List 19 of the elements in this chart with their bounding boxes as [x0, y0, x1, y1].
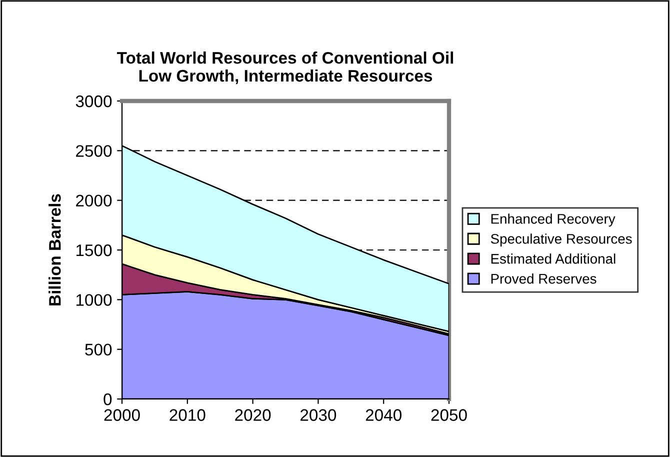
x-tick-label: 2030 — [300, 409, 336, 421]
y-tick-label: 2000 — [76, 194, 112, 207]
legend-label: Proved Reserves — [491, 274, 596, 284]
x-tick-label: 2050 — [431, 409, 467, 421]
x-tick-label: 2000 — [104, 409, 140, 421]
x-tick-label: 2040 — [366, 409, 402, 421]
legend-label: Enhanced Recovery — [491, 214, 616, 227]
y-tick-label: 3000 — [76, 95, 112, 108]
x-tick-label: 2020 — [235, 409, 271, 421]
y-tick-label: 500 — [85, 344, 112, 356]
legend-label: Estimated Additional — [491, 254, 616, 264]
chart-title: Total World Resources of Conventional Oil Low Growth, Intermediate Resources — [117, 52, 454, 84]
legend-label: Speculative Resources — [490, 234, 632, 247]
x-tick-label: 2010 — [170, 409, 206, 421]
y-tick-label: 1500 — [76, 244, 112, 256]
y-tick-label: 0 — [104, 393, 112, 406]
y-tick-label: 1000 — [76, 294, 112, 306]
y-tick-label: 2500 — [76, 145, 112, 157]
y-axis-title: Billion Barrels — [48, 194, 61, 306]
